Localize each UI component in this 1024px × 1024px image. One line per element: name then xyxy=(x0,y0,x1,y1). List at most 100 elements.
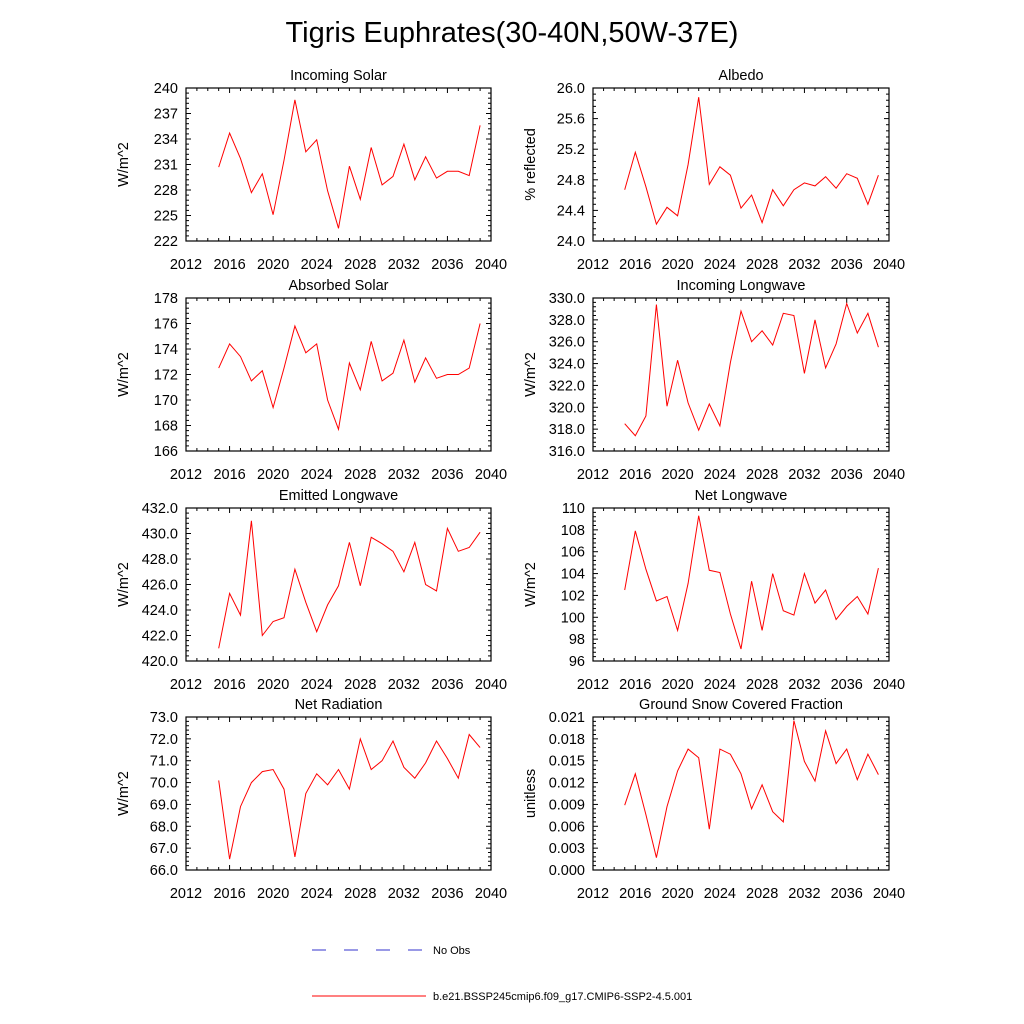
y-tick-label: 170 xyxy=(154,393,178,409)
x-tick-label: 2020 xyxy=(661,677,693,693)
panel-title: Incoming Solar xyxy=(290,68,387,84)
y-tick-label: 72.0 xyxy=(150,732,178,748)
panel-title: Net Radiation xyxy=(295,697,383,713)
y-tick-label: 110 xyxy=(562,501,585,517)
panel-title: Incoming Longwave xyxy=(677,278,806,294)
x-tick-label: 2024 xyxy=(704,467,736,483)
x-tick-label: 2024 xyxy=(301,677,333,693)
y-tick-label: 176 xyxy=(154,317,178,333)
y-axis-label: unitless xyxy=(523,769,539,818)
x-tick-label: 2028 xyxy=(746,467,778,483)
panel-incoming-longwave: Incoming Longwave W/m^2 2012 2016 2020 2024 20… xyxy=(523,278,905,483)
x-tick-label: 2028 xyxy=(746,886,778,902)
y-tick-label: 0.000 xyxy=(549,863,585,879)
y-tick-label: 96 xyxy=(569,654,585,670)
x-tick-label: 2012 xyxy=(170,467,202,483)
panel-title: Ground Snow Covered Fraction xyxy=(639,697,843,713)
x-tick-label: 2012 xyxy=(577,257,609,273)
x-tick-label: 2032 xyxy=(788,886,820,902)
x-tick-label: 2040 xyxy=(873,257,905,273)
y-tick-label: 428.0 xyxy=(142,552,178,568)
y-tick-label: 422.0 xyxy=(142,629,178,645)
y-tick-label: 106 xyxy=(561,545,585,561)
y-tick-label: 0.003 xyxy=(549,841,585,857)
y-tick-label: 240 xyxy=(154,81,178,97)
x-tick-label: 2012 xyxy=(577,677,609,693)
x-tick-label: 2024 xyxy=(301,467,333,483)
series-line xyxy=(624,97,879,226)
y-tick-label: 98 xyxy=(569,632,585,648)
y-tick-label: 0.012 xyxy=(549,776,585,792)
x-tick-label: 2036 xyxy=(431,677,463,693)
series-line xyxy=(218,733,481,860)
y-axis-label: W/m^2 xyxy=(116,352,132,397)
y-axis-label: W/m^2 xyxy=(116,142,132,187)
x-tick-label: 2020 xyxy=(257,886,289,902)
series-line xyxy=(218,323,481,432)
y-tick-label: 168 xyxy=(154,419,178,435)
plot-frame xyxy=(592,716,890,871)
x-tick-label: 2012 xyxy=(577,467,609,483)
x-tick-label: 2024 xyxy=(704,677,736,693)
y-tick-label: 426.0 xyxy=(142,578,178,594)
y-tick-label: 69.0 xyxy=(150,797,178,813)
x-tick-label: 2016 xyxy=(619,677,651,693)
series-line xyxy=(218,99,481,229)
y-tick-label: 328.0 xyxy=(549,313,585,329)
x-tick-label: 2028 xyxy=(344,886,376,902)
x-tick-label: 2020 xyxy=(661,467,693,483)
x-tick-label: 2028 xyxy=(344,467,376,483)
y-tick-label: 70.0 xyxy=(150,776,178,792)
x-tick-label: 2024 xyxy=(301,257,333,273)
y-axis-label: % reflected xyxy=(523,128,539,201)
y-axis-label: W/m^2 xyxy=(523,352,539,397)
x-tick-label: 2032 xyxy=(388,886,420,902)
panels: Incoming Solar W/m^2 2012 2016 2020 2024 2028 2… xyxy=(116,68,905,902)
series-line xyxy=(624,515,879,650)
x-tick-label: 2036 xyxy=(831,257,863,273)
y-tick-label: 231 xyxy=(154,158,178,174)
x-tick-label: 2040 xyxy=(475,677,507,693)
x-tick-label: 2032 xyxy=(388,467,420,483)
x-tick-label: 2028 xyxy=(746,257,778,273)
x-tick-label: 2020 xyxy=(661,257,693,273)
figure-title: Tigris Euphrates(30-40N,50W-37E) xyxy=(286,17,739,49)
series-line xyxy=(218,520,481,649)
y-tick-label: 172 xyxy=(154,368,178,384)
x-tick-label: 2040 xyxy=(873,677,905,693)
x-tick-label: 2036 xyxy=(431,257,463,273)
panel-absorbed-solar: Absorbed Solar W/m^2 2012 2016 2020 2024 2028 2… xyxy=(116,278,507,483)
x-tick-label: 2032 xyxy=(388,257,420,273)
y-tick-label: 66.0 xyxy=(150,863,178,879)
x-tick-label: 2032 xyxy=(788,257,820,273)
y-tick-label: 0.006 xyxy=(549,819,585,835)
y-axis-label: W/m^2 xyxy=(116,771,132,816)
panel-emitted-longwave: Emitted Longwave W/m^2 2012 2016 2020 2024 202… xyxy=(116,488,507,693)
panel-title: Emitted Longwave xyxy=(279,488,398,504)
y-tick-label: 234 xyxy=(154,132,178,148)
x-tick-label: 2020 xyxy=(257,467,289,483)
y-tick-label: 0.015 xyxy=(549,754,585,770)
panel-net-longwave: Net Longwave W/m^2 2012 2016 2020 2024 2028 203… xyxy=(523,488,905,693)
x-tick-label: 2040 xyxy=(475,257,507,273)
x-tick-label: 2016 xyxy=(619,467,651,483)
y-tick-label: 424.0 xyxy=(142,603,178,619)
y-tick-label: 316.0 xyxy=(549,444,585,460)
y-tick-label: 102 xyxy=(561,588,585,604)
x-tick-label: 2012 xyxy=(170,257,202,273)
y-tick-label: 26.0 xyxy=(557,81,585,97)
y-tick-label: 25.2 xyxy=(557,142,585,158)
x-tick-label: 2036 xyxy=(831,677,863,693)
y-tick-label: 73.0 xyxy=(150,710,178,726)
x-tick-label: 2040 xyxy=(873,886,905,902)
x-tick-label: 2012 xyxy=(170,886,202,902)
x-tick-label: 2024 xyxy=(704,886,736,902)
x-tick-label: 2036 xyxy=(431,886,463,902)
x-tick-label: 2028 xyxy=(344,677,376,693)
y-tick-label: 24.8 xyxy=(557,173,585,189)
x-tick-label: 2040 xyxy=(475,467,507,483)
y-tick-label: 174 xyxy=(154,342,178,358)
panel-title: Net Longwave xyxy=(695,488,788,504)
x-tick-label: 2016 xyxy=(213,257,245,273)
